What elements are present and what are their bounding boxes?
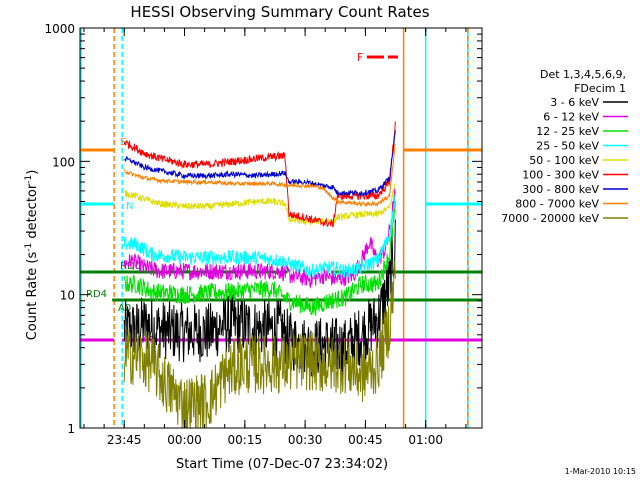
series-line-4 — [123, 183, 396, 226]
series-line-7 — [123, 143, 396, 208]
legend-label-8: 7000 - 20000 keV — [501, 212, 599, 225]
legend-label-3: 25 - 50 keV — [536, 140, 599, 153]
x-tick-label-2: 00:15 — [228, 433, 263, 447]
vertical-markers — [80, 28, 469, 428]
plot-frame — [79, 27, 483, 429]
legend-header-2: FDecim 1 — [574, 82, 626, 95]
flag-f-label: F — [357, 51, 363, 64]
series-line-6 — [124, 130, 396, 197]
legend: Det 1,3,4,5,6,9, FDecim 1 3 - 6 keV 6 - 1… — [501, 68, 628, 225]
series-line-3 — [123, 193, 396, 280]
footer-date: 1-Mar-2010 10:15 — [565, 467, 636, 476]
y-label-mid: detector — [25, 183, 40, 243]
legend-label-4: 50 - 100 keV — [529, 154, 599, 167]
indicator-label-rd4: RD4 — [86, 289, 107, 300]
series-line-5 — [123, 121, 396, 228]
legend-label-1: 6 - 12 keV — [543, 111, 599, 124]
x-axis-label: Start Time (07-Dec-07 23:34:02) — [176, 457, 388, 472]
y-tick-label-0: 1 — [67, 422, 75, 436]
series-lines — [123, 121, 396, 429]
x-tick-label-5: 01:00 — [408, 433, 443, 447]
chart-title: HESSI Observing Summary Count Rates — [130, 3, 429, 21]
legend-label-2: 12 - 25 keV — [536, 125, 599, 138]
y-tick-label-2: 100 — [52, 155, 75, 169]
legend-label-0: 3 - 6 keV — [550, 96, 599, 109]
x-tick-label-4: 00:45 — [348, 433, 383, 447]
y-label-sup1: -1 — [24, 243, 34, 252]
y-label-sup2: -1 — [24, 175, 34, 184]
x-tick-label-3: 00:30 — [288, 433, 323, 447]
x-tick-label-0: 23:45 — [107, 433, 142, 447]
axes: 23:45 00:00 00:15 00:30 00:45 01:00 1 10 100 1000 — [44, 22, 483, 447]
y-tick-label-3: 1000 — [44, 22, 75, 36]
series-line-8 — [123, 260, 396, 429]
y-label-main: Count Rate (s — [25, 252, 40, 341]
x-tick-label-1: 00:00 — [167, 433, 202, 447]
series-line-2 — [123, 201, 396, 316]
legend-label-5: 100 - 300 keV — [522, 169, 599, 182]
legend-label-7: 800 - 7000 keV — [515, 198, 599, 211]
y-label-end: ) — [25, 170, 40, 175]
legend-header-1: Det 1,3,4,5,6,9, — [540, 68, 626, 81]
y-tick-label-1: 10 — [60, 289, 75, 303]
series-line-0 — [123, 219, 396, 377]
y-axis-label: Count Rate (s-1 detector-1) — [24, 170, 40, 341]
indicator-label-a0: A0 — [118, 303, 131, 314]
series-line-1 — [123, 188, 396, 289]
indicator-label-s: S — [120, 137, 126, 148]
indicator-label-n: N — [126, 201, 133, 212]
legend-label-6: 300 - 800 keV — [522, 183, 599, 196]
